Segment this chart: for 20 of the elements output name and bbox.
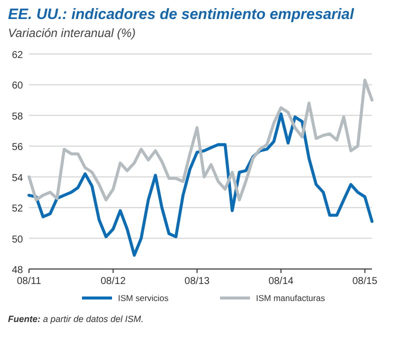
legend-label: ISM manufacturas xyxy=(256,293,325,303)
y-tick-label: 54 xyxy=(12,172,24,184)
legend-label: ISM servicios xyxy=(118,293,169,303)
source-note: Fuente: a partir de datos del ISM. xyxy=(8,314,144,324)
y-tick-label: 58 xyxy=(12,111,24,122)
y-tick-label: 62 xyxy=(12,50,24,61)
y-tick-label: 60 xyxy=(12,80,24,92)
chart-title: EE. UU.: indicadores de sentimiento empresarial xyxy=(8,6,355,23)
x-tick-label: 08/15 xyxy=(352,276,378,287)
x-tick-label: 08/14 xyxy=(268,276,294,287)
x-tick-label: 08/11 xyxy=(16,276,42,287)
chart-subtitle: Variación interanual (%) xyxy=(8,26,136,40)
y-tick-label: 50 xyxy=(12,234,24,246)
x-tick-label: 08/13 xyxy=(184,276,210,287)
y-tick-label: 56 xyxy=(12,142,24,154)
y-tick-label: 48 xyxy=(12,265,24,276)
y-tick-label: 52 xyxy=(12,204,24,215)
x-tick-label: 08/12 xyxy=(100,276,126,287)
line-series xyxy=(28,112,374,257)
line-series xyxy=(28,78,374,202)
